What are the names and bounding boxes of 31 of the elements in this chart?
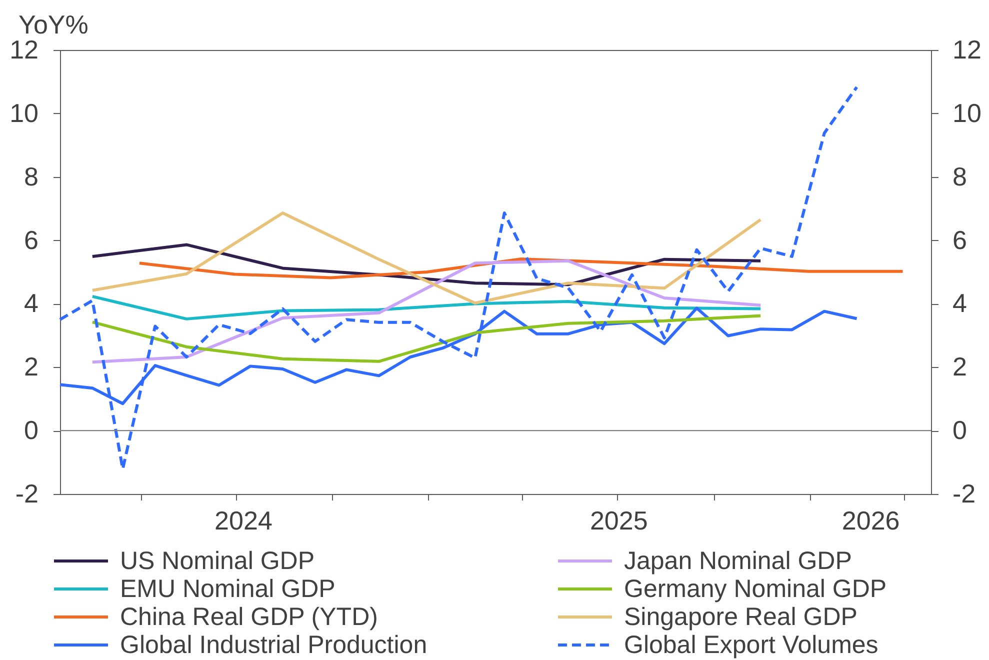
y-tick-label: 8 [24, 161, 38, 192]
line-series [90, 259, 762, 364]
x-tick-label: 2025 [590, 506, 648, 536]
y2-tick-label: 2 [952, 352, 967, 382]
y-tick-label: 0 [24, 415, 38, 446]
line-series [90, 212, 762, 305]
legend-label: Singapore Real GDP [624, 603, 858, 631]
legend-label: Global Export Volumes [624, 631, 878, 659]
line-series [90, 314, 762, 363]
y-tick-label: -2 [15, 478, 38, 508]
y2-tick-label: -2 [952, 478, 976, 508]
y-tick-label: 6 [24, 224, 38, 255]
legend-label: EMU Nominal GDP [120, 575, 336, 603]
legend-label: Global Industrial Production [120, 631, 428, 659]
legend-label: US Nominal GDP [120, 547, 314, 575]
y-tick-label: 10 [10, 98, 38, 128]
y2-tick-label: 10 [952, 98, 982, 128]
y-tick-label: 2 [24, 352, 38, 382]
legend-label: China Real GDP (YTD) [120, 603, 378, 631]
x-tick-label: 2024 [214, 506, 272, 536]
y2-tick-label: 0 [952, 415, 967, 446]
line-series [90, 294, 762, 320]
y-tick-label: 4 [24, 288, 38, 318]
y2-tick-label: 8 [952, 161, 967, 192]
legend-label: Germany Nominal GDP [624, 575, 887, 603]
line-series [58, 86, 858, 470]
legend-label: Japan Nominal GDP [624, 547, 852, 575]
x-tick-label: 2026 [842, 506, 900, 536]
y2-tick-label: 6 [952, 224, 967, 255]
y2-tick-label: 4 [952, 288, 967, 318]
y2-tick-label: 12 [952, 34, 982, 64]
